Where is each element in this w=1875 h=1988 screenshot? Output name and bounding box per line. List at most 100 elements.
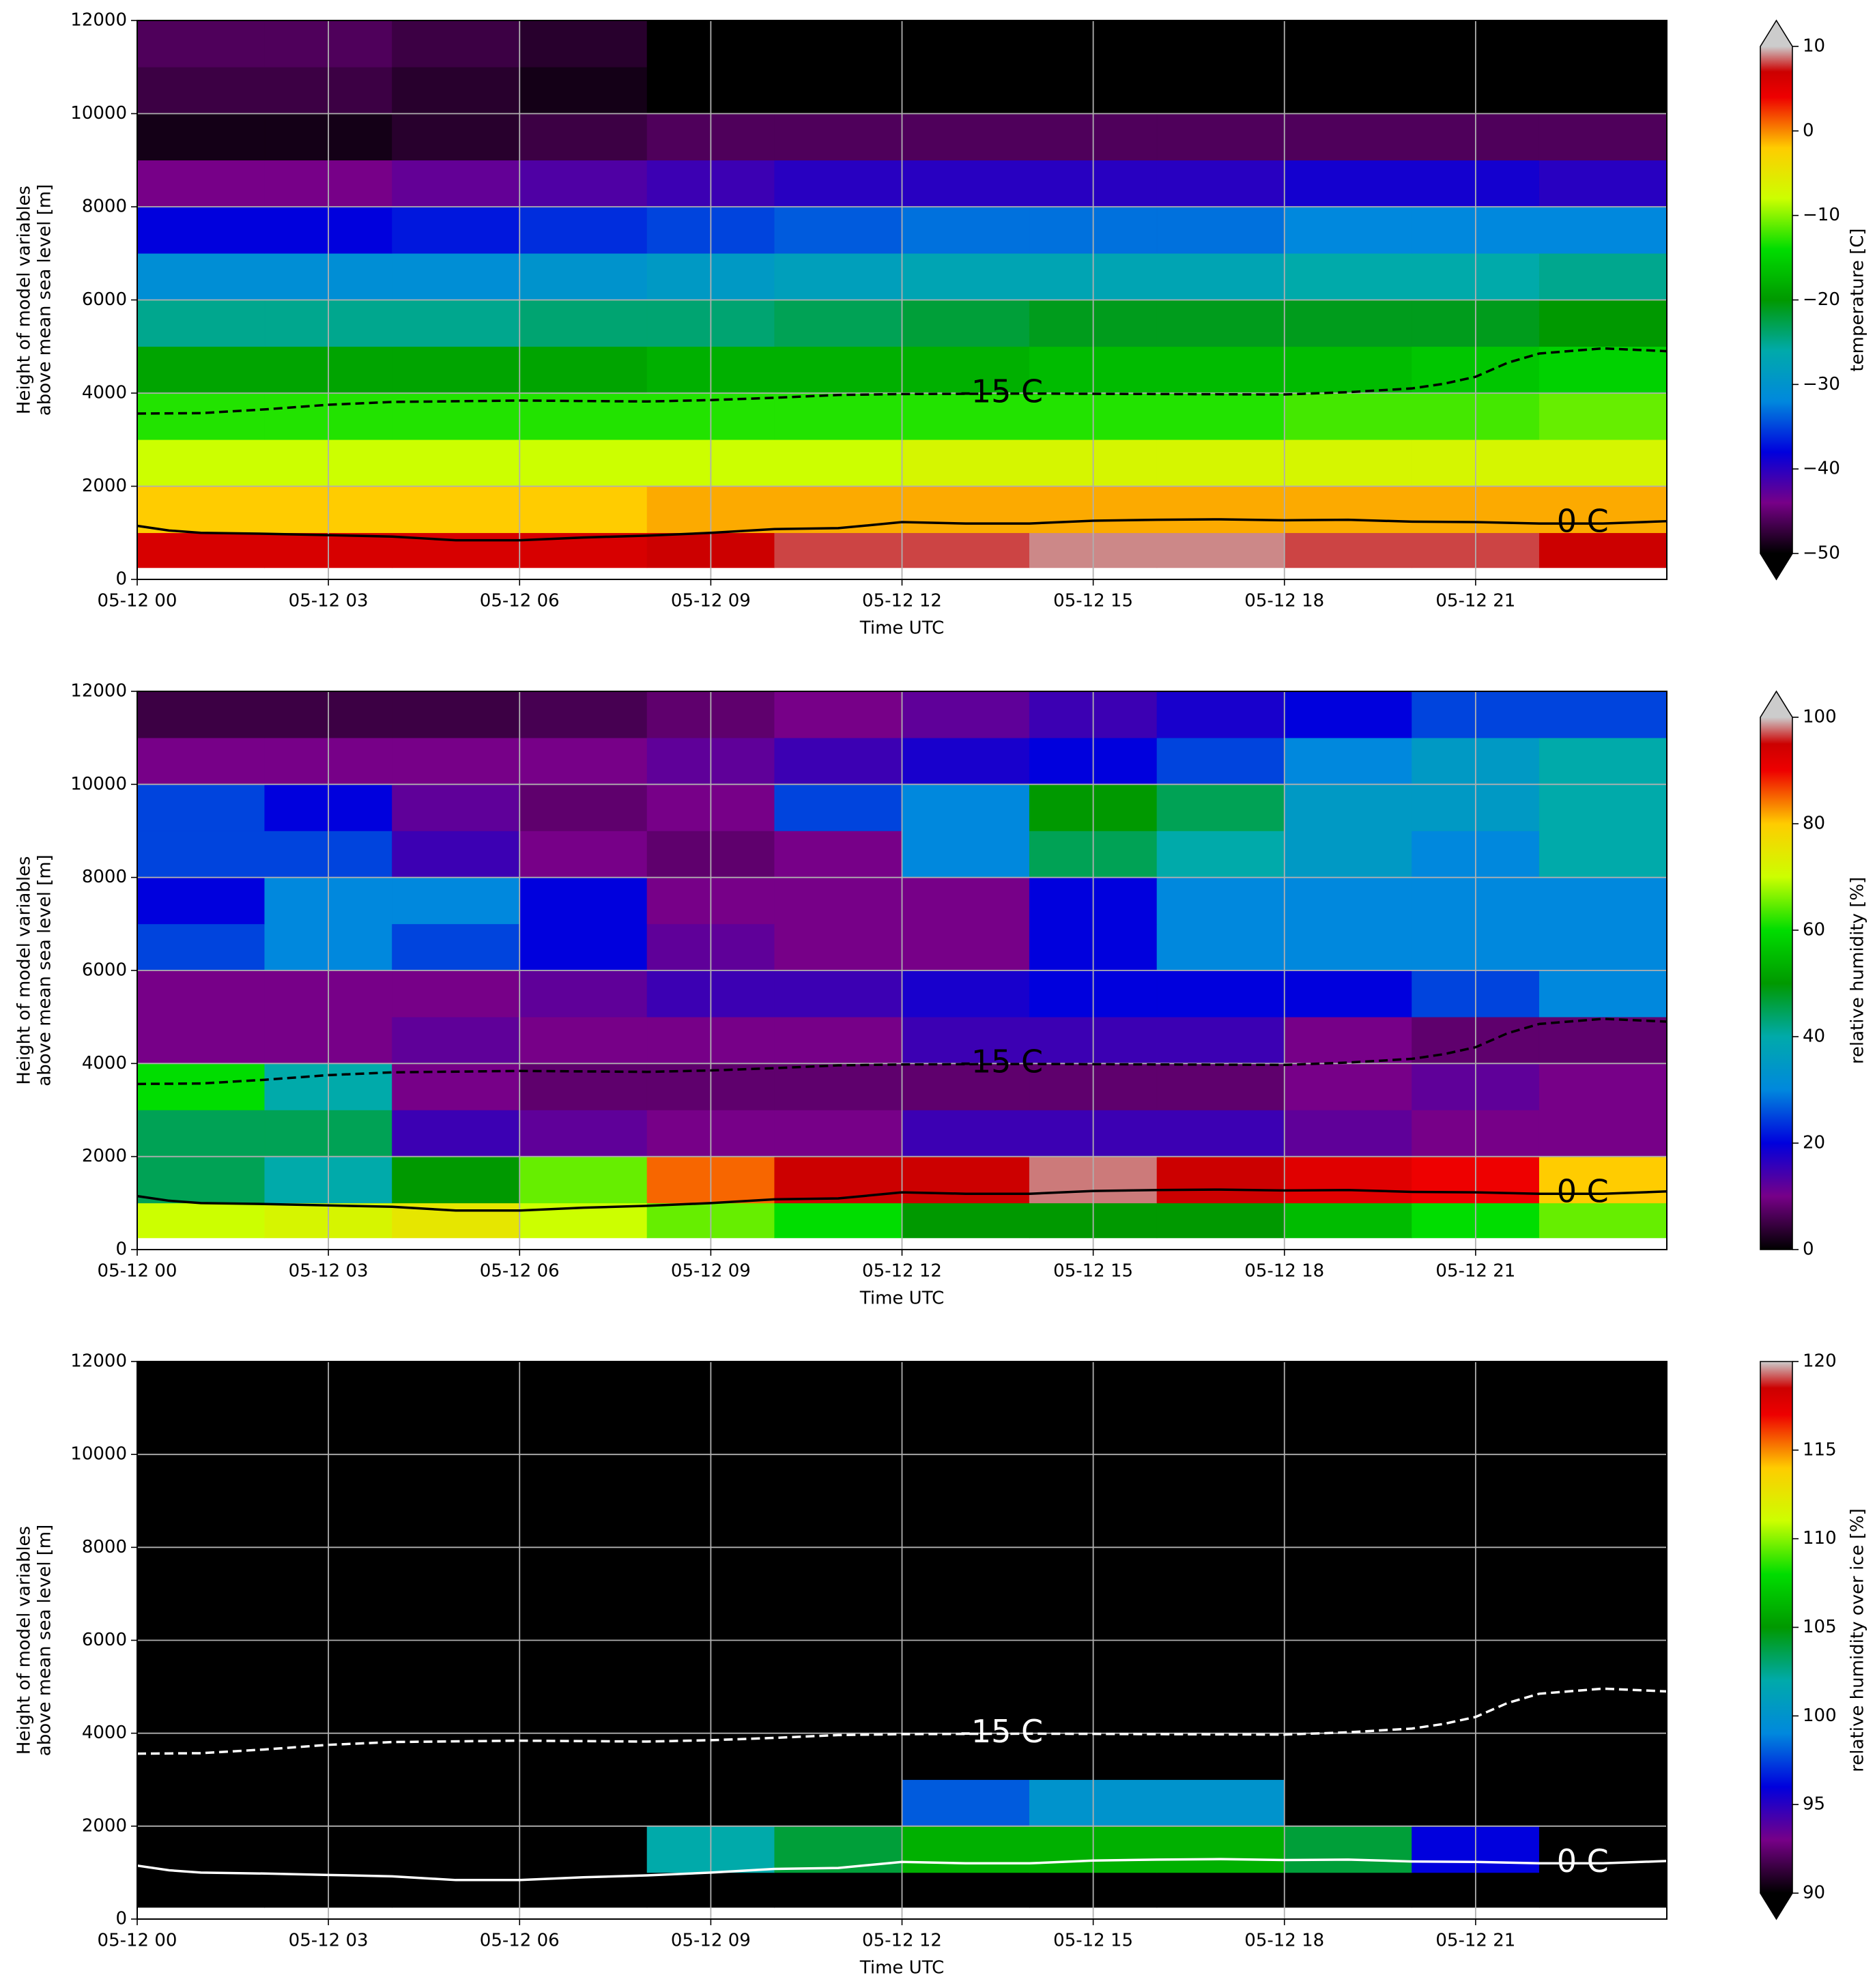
heatmap-cell bbox=[137, 1361, 266, 1409]
heatmap-cell bbox=[774, 253, 902, 300]
heatmap-cell bbox=[774, 160, 902, 207]
colorbar-tick-label: −40 bbox=[1803, 459, 1840, 479]
heatmap-cell bbox=[519, 1361, 648, 1409]
heatmap-cell bbox=[392, 66, 520, 114]
y-tick-label: 2000 bbox=[82, 1146, 127, 1166]
x-axis-label: Time UTC bbox=[859, 1958, 944, 1978]
heatmap-cell bbox=[774, 1686, 902, 1733]
heatmap-cell bbox=[1284, 392, 1412, 440]
colorbar-tick-label: −10 bbox=[1803, 205, 1840, 225]
heatmap-cell bbox=[392, 300, 520, 347]
heatmap-cell bbox=[519, 1640, 648, 1687]
colorbar-extend-max bbox=[1760, 691, 1792, 717]
colorbar-tick-label: 40 bbox=[1803, 1026, 1825, 1047]
heatmap-cell bbox=[774, 206, 902, 254]
contour-label: 0 C bbox=[1557, 1843, 1609, 1879]
heatmap-cell bbox=[774, 66, 902, 114]
heatmap-cell bbox=[902, 1500, 1030, 1548]
heatmap-cell bbox=[519, 784, 648, 831]
heatmap-cell bbox=[519, 1407, 648, 1455]
heatmap-cell bbox=[519, 300, 648, 347]
y-tick-label: 2000 bbox=[82, 476, 127, 496]
y-axis-label: above mean sea level [m] bbox=[35, 854, 55, 1086]
x-tick-label: 05-12 03 bbox=[289, 1261, 369, 1282]
heatmap-cell bbox=[1538, 1594, 1668, 1641]
heatmap-cell bbox=[1284, 784, 1412, 831]
heatmap-cell bbox=[1156, 1016, 1285, 1064]
heatmap-cell bbox=[392, 1500, 520, 1548]
heatmap-cell bbox=[1538, 1500, 1668, 1548]
heatmap-cell bbox=[519, 486, 648, 534]
heatmap-cell bbox=[1538, 1156, 1668, 1204]
y-tick-label: 8000 bbox=[82, 197, 127, 217]
heatmap-cell bbox=[392, 1640, 520, 1687]
y-tick-label: 6000 bbox=[82, 289, 127, 310]
heatmap-cell bbox=[1156, 20, 1285, 68]
heatmap-cell bbox=[1284, 439, 1412, 487]
heatmap-cell bbox=[1284, 831, 1412, 878]
colorbar-tick-label: 0 bbox=[1803, 120, 1814, 141]
heatmap-cell bbox=[1156, 1156, 1285, 1204]
colorbar-tick-label: 110 bbox=[1803, 1528, 1837, 1548]
heatmap-cell bbox=[902, 970, 1030, 1018]
heatmap-cell bbox=[774, 300, 902, 347]
x-tick-label: 05-12 21 bbox=[1435, 1931, 1515, 1951]
contour-label: 0 C bbox=[1557, 503, 1609, 540]
heatmap-cell bbox=[1156, 532, 1285, 568]
x-tick-label: 05-12 21 bbox=[1435, 1261, 1515, 1282]
x-tick-label: 05-12 06 bbox=[480, 1931, 560, 1951]
heatmap-cell bbox=[1284, 1454, 1412, 1501]
x-tick-label: 05-12 00 bbox=[98, 591, 177, 611]
heatmap-cell bbox=[902, 346, 1030, 394]
heatmap-cell bbox=[519, 113, 648, 161]
heatmap-cell bbox=[1284, 691, 1412, 738]
heatmap-cell bbox=[137, 439, 266, 487]
heatmap-cell bbox=[1156, 160, 1285, 207]
colorbar-tick-label: 60 bbox=[1803, 920, 1825, 940]
y-tick-label: 8000 bbox=[82, 867, 127, 887]
heatmap-cell bbox=[1538, 1547, 1668, 1594]
heatmap-cell bbox=[392, 1779, 520, 1827]
heatmap-cell bbox=[774, 1110, 902, 1157]
x-tick-label: 05-12 06 bbox=[480, 591, 560, 611]
colorbar-tick-label: 100 bbox=[1803, 707, 1837, 728]
heatmap-cell bbox=[902, 1063, 1030, 1110]
heatmap-cell bbox=[1156, 253, 1285, 300]
heatmap-cell bbox=[774, 1156, 902, 1204]
y-tick-label: 4000 bbox=[82, 1053, 127, 1074]
heatmap-cell bbox=[1156, 1407, 1285, 1455]
y-tick-label: 0 bbox=[115, 1909, 127, 1929]
heatmap-cell bbox=[902, 439, 1030, 487]
heatmap-cell bbox=[1156, 486, 1285, 534]
contour-label: -15 C bbox=[960, 373, 1043, 409]
heatmap-cell bbox=[774, 784, 902, 831]
contour-line bbox=[137, 1687, 1668, 1755]
heatmap-cell bbox=[774, 877, 902, 925]
heatmap-cell bbox=[774, 1202, 902, 1239]
heatmap-cell bbox=[392, 784, 520, 831]
heatmap-cell bbox=[1284, 206, 1412, 254]
heatmap-cell bbox=[774, 1454, 902, 1501]
heatmap-cell bbox=[1538, 1826, 1668, 1873]
heatmap-cell bbox=[774, 923, 902, 971]
heatmap-cell bbox=[774, 1733, 902, 1781]
contour-line bbox=[137, 1018, 1668, 1086]
heatmap-cell bbox=[902, 1110, 1030, 1157]
heatmap-cell bbox=[1284, 253, 1412, 300]
heatmap-cell bbox=[774, 532, 902, 568]
heatmap-cell bbox=[392, 1361, 520, 1409]
x-tick-label: 05-12 18 bbox=[1244, 1931, 1324, 1951]
heatmap-cell bbox=[137, 1063, 266, 1110]
heatmap-cell bbox=[902, 1594, 1030, 1641]
heatmap-cell bbox=[519, 691, 648, 738]
heatmap-cell bbox=[392, 160, 520, 207]
y-axis-label: Height of model variables bbox=[14, 186, 35, 414]
heatmap-cell bbox=[137, 392, 266, 440]
heatmap-cell bbox=[1284, 1594, 1412, 1641]
colorbar-tick-label: 95 bbox=[1803, 1794, 1825, 1815]
heatmap-cell bbox=[519, 877, 648, 925]
heatmap-cell bbox=[519, 160, 648, 207]
heatmap-cell bbox=[1538, 20, 1668, 68]
heatmap-cell bbox=[774, 1872, 902, 1908]
heatmap-cell bbox=[392, 1156, 520, 1204]
